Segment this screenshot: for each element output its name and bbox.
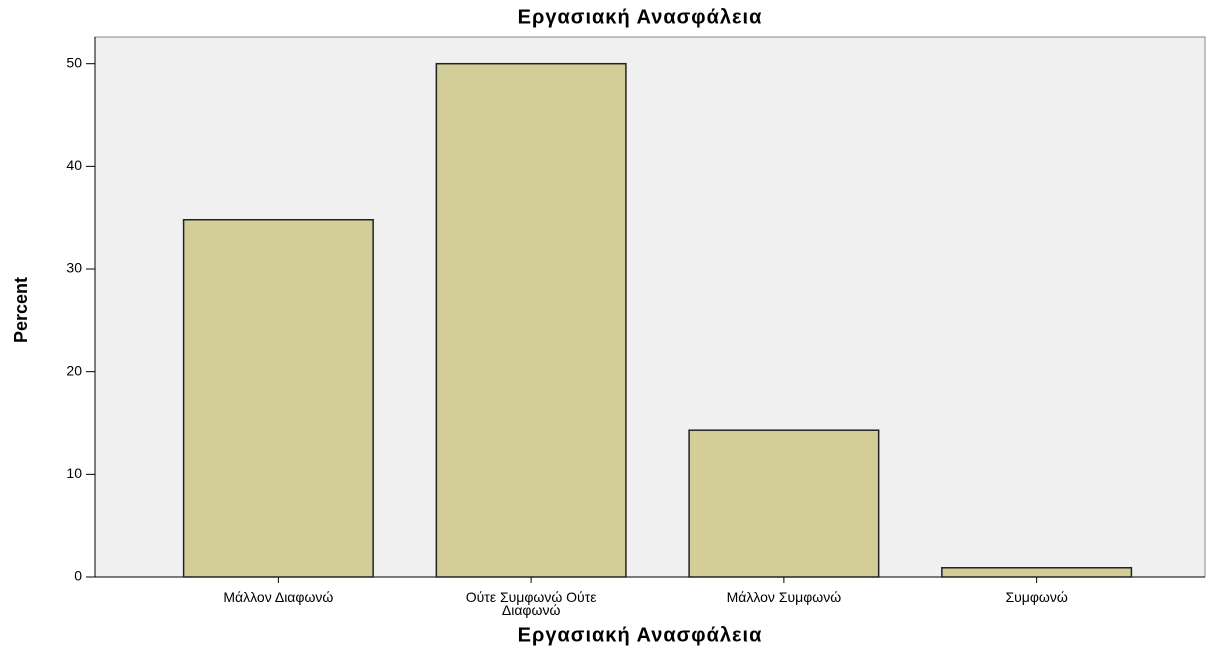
bar (435, 62, 627, 578)
bar (182, 218, 374, 578)
x-tick-label: Συμφωνώ (1005, 589, 1068, 605)
x-tick-label: Μάλλον Διαφωνώ (223, 589, 334, 605)
x-tick-label: Ούτε Συμφωνώ Ούτε Διαφωνώ (465, 589, 597, 618)
x-axis-label: Εργασιακή Ανασφάλεια (518, 624, 763, 646)
bar (688, 429, 880, 578)
x-tick-label: Μάλλον Συμφωνώ (726, 589, 842, 605)
y-tick-label: 20 (66, 362, 82, 378)
y-tick-label: 10 (66, 465, 82, 481)
y-tick-label: 30 (66, 260, 82, 276)
y-tick-label: 50 (66, 54, 82, 70)
bar (941, 567, 1133, 578)
y-axis-label: Percent (11, 277, 31, 343)
y-tick-label: 0 (74, 568, 82, 584)
y-tick-label: 40 (66, 157, 82, 173)
chart-title: Εργασιακή Ανασφάλεια (518, 6, 763, 28)
